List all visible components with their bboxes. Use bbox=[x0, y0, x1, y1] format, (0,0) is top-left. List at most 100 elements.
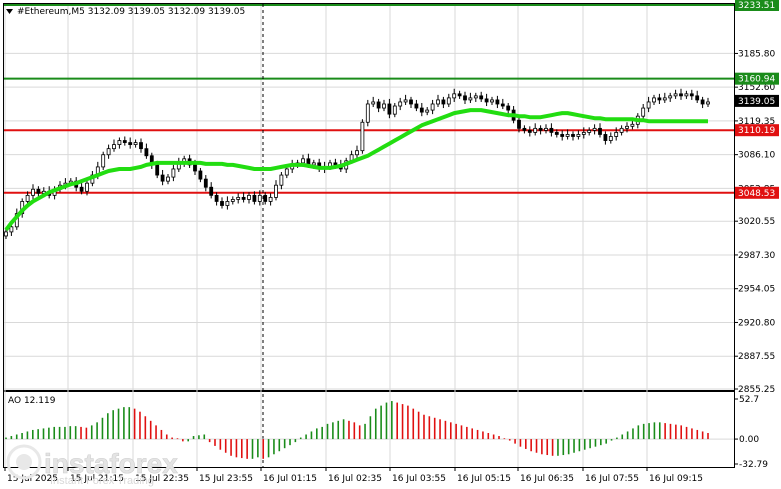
candle-body bbox=[436, 99, 440, 105]
candle bbox=[274, 180, 278, 201]
y-tick-label: 2887.55 bbox=[738, 352, 775, 362]
candle bbox=[662, 92, 667, 103]
candle-body bbox=[452, 93, 457, 99]
candle-body bbox=[571, 134, 575, 137]
candle bbox=[652, 94, 656, 106]
x-tick-label: 15 Jul 23:55 bbox=[199, 474, 253, 484]
current-price-tag bbox=[735, 94, 779, 107]
candle-body bbox=[565, 134, 570, 137]
candle bbox=[398, 97, 403, 111]
ao-panel-frame bbox=[3, 391, 735, 468]
candle-body bbox=[171, 168, 176, 178]
x-tick-label: 16 Jul 05:15 bbox=[457, 474, 511, 484]
candle bbox=[387, 98, 392, 119]
x-tick-label: 15 Jul 2025 bbox=[7, 474, 58, 484]
candle-body bbox=[31, 188, 35, 196]
candle bbox=[446, 93, 451, 108]
candle-body bbox=[598, 127, 602, 135]
candle bbox=[457, 90, 462, 99]
candle-body bbox=[544, 127, 548, 131]
candle-body bbox=[9, 226, 14, 233]
candle-body bbox=[533, 127, 538, 133]
candle bbox=[166, 174, 170, 185]
candle bbox=[473, 92, 478, 102]
candle bbox=[160, 169, 165, 186]
candle-body bbox=[85, 182, 89, 192]
x-tick-label: 16 Jul 09:15 bbox=[649, 474, 703, 484]
candle-body bbox=[392, 105, 397, 115]
y-tick-label: 2987.30 bbox=[738, 251, 775, 261]
candle bbox=[598, 123, 602, 138]
candle bbox=[495, 95, 500, 109]
candle-body bbox=[133, 142, 138, 145]
candle bbox=[646, 96, 651, 113]
candle-body bbox=[652, 97, 656, 103]
support-price-label: 3110.19 bbox=[738, 126, 775, 136]
candle bbox=[247, 192, 251, 204]
candle bbox=[409, 96, 413, 109]
candle bbox=[171, 164, 176, 182]
candle-body bbox=[679, 93, 683, 97]
candle bbox=[565, 129, 570, 140]
candle-body bbox=[463, 95, 467, 101]
candle bbox=[198, 167, 203, 183]
candle-body bbox=[360, 121, 365, 152]
candle-body bbox=[139, 142, 143, 150]
candle-body bbox=[122, 140, 127, 143]
candle bbox=[587, 127, 592, 136]
candle-body bbox=[333, 162, 338, 166]
support-price-tag bbox=[735, 186, 779, 199]
candle-body bbox=[4, 231, 8, 237]
candle bbox=[689, 89, 694, 100]
price-panel-frame bbox=[3, 3, 735, 391]
candle bbox=[252, 191, 257, 205]
y-tick-label: 3185.80 bbox=[738, 49, 775, 59]
candle bbox=[414, 99, 419, 112]
candle bbox=[554, 129, 559, 138]
y-tick-label: 3086.10 bbox=[738, 151, 775, 161]
candle-body bbox=[500, 103, 505, 107]
candle-body bbox=[619, 127, 624, 133]
candle-body bbox=[112, 144, 116, 150]
chart-header: #Ethereum,M5 3132.09 3139.05 3132.09 313… bbox=[17, 7, 245, 17]
candle bbox=[122, 136, 127, 146]
candle-body bbox=[230, 199, 235, 202]
candle-body bbox=[252, 194, 257, 202]
candle bbox=[679, 88, 683, 100]
candle bbox=[684, 90, 689, 99]
candle bbox=[500, 98, 505, 110]
candle bbox=[468, 92, 473, 103]
candle-body bbox=[403, 99, 408, 103]
candle-body bbox=[641, 107, 646, 117]
x-tick-label: 15 Jul 21:15 bbox=[70, 474, 124, 484]
candle bbox=[619, 125, 624, 136]
candle-body bbox=[479, 95, 484, 100]
candle bbox=[263, 192, 268, 205]
candle bbox=[376, 98, 381, 113]
candle-body bbox=[414, 103, 419, 109]
candle-body bbox=[689, 93, 694, 97]
candle-body bbox=[522, 127, 527, 131]
candle bbox=[419, 102, 424, 117]
candle-body bbox=[365, 103, 370, 123]
candle-body bbox=[209, 186, 214, 196]
moving-average-line bbox=[4, 108, 708, 232]
x-tick-label: 16 Jul 02:35 bbox=[328, 474, 382, 484]
candle-body bbox=[668, 95, 673, 99]
candle-body bbox=[371, 101, 376, 105]
candle-body bbox=[695, 95, 700, 101]
candle bbox=[549, 123, 554, 137]
candle bbox=[209, 182, 214, 199]
candle-body bbox=[614, 132, 619, 137]
y-tick-label: 2855.25 bbox=[738, 385, 775, 395]
candle bbox=[144, 143, 149, 159]
candle bbox=[673, 89, 678, 99]
support-price-tag bbox=[735, 124, 779, 137]
candle-body bbox=[160, 174, 165, 182]
candle bbox=[657, 93, 662, 104]
candle bbox=[527, 126, 532, 137]
candle bbox=[4, 228, 8, 240]
x-tick-label: 16 Jul 06:35 bbox=[520, 474, 574, 484]
candle-body bbox=[198, 170, 203, 180]
